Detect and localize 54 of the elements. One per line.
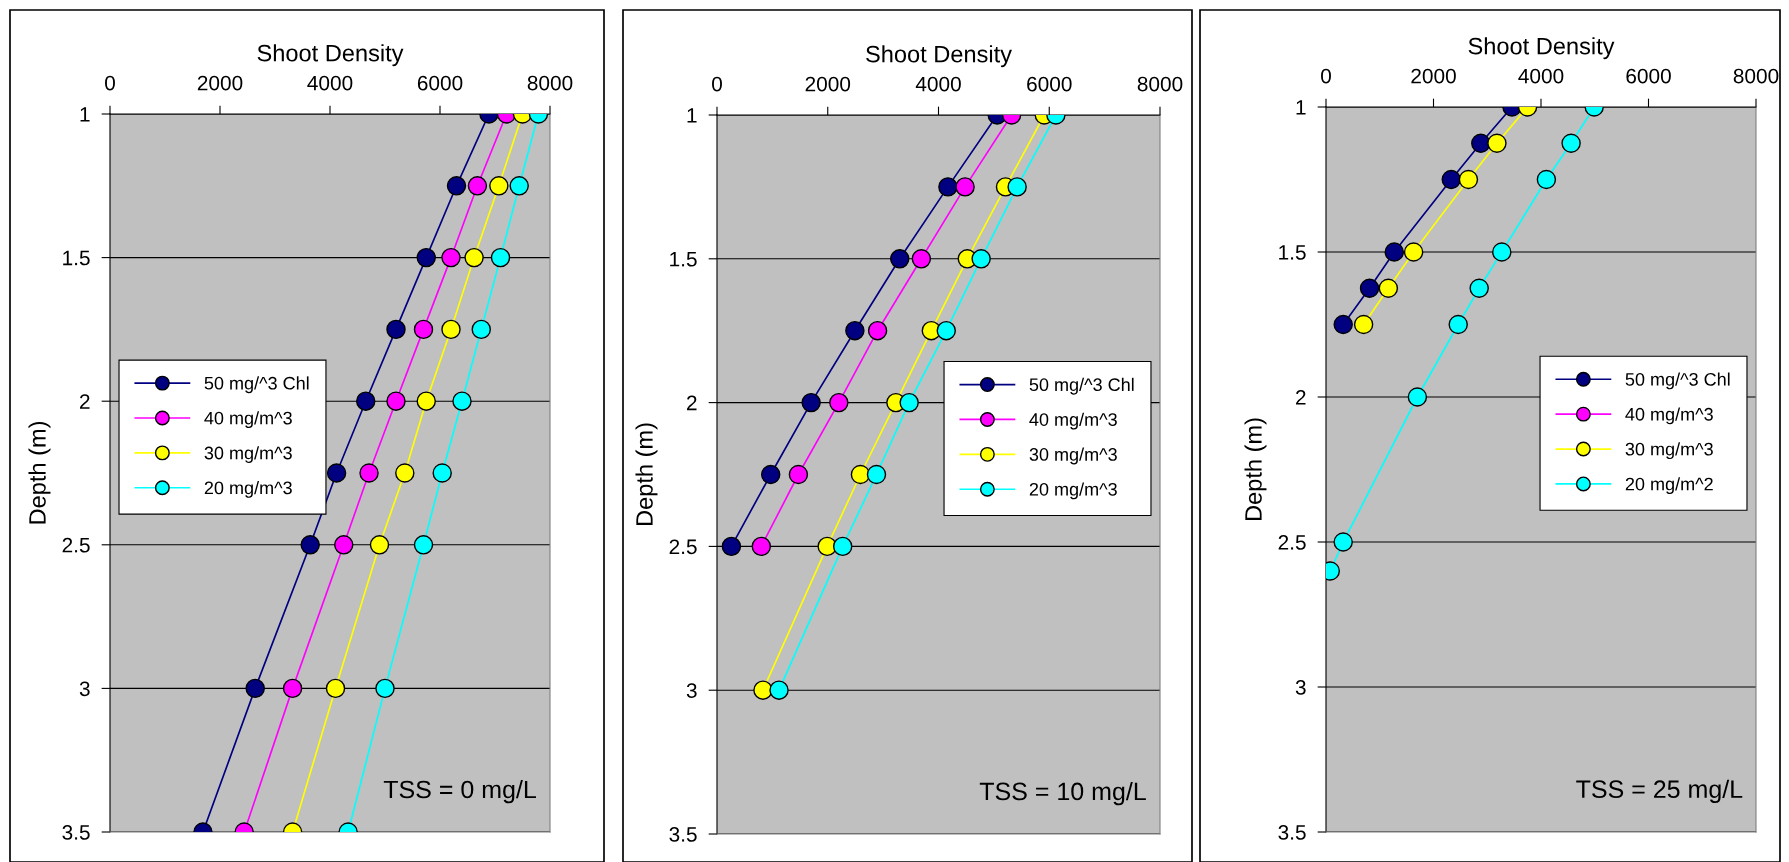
legend-label: 40 mg/m^3 [1625,407,1713,425]
x-tick-label: 6000 [1626,68,1671,84]
y-tick-label: 2.5 [1278,535,1306,550]
y-tick-label: 1 [687,108,697,123]
x-axis-title: Shoot Density [866,45,1012,68]
x-tick-label: 0 [712,76,722,92]
legend-label: 30 mg/m^3 [1029,447,1117,465]
legend-label: 20 mg/m^3 [204,481,292,498]
legend-label: 20 mg/m^2 [1625,477,1713,494]
x-tick-label: 6000 [1027,76,1072,92]
y-tick-label: 2.5 [62,537,90,553]
y-tick-label: 2 [1296,390,1306,405]
y-tick-label: 3 [79,681,90,697]
x-tick-label: 0 [105,75,115,91]
y-tick-label: 1.5 [670,252,697,267]
y-tick-label: 1.5 [63,250,90,266]
x-tick-label: 4000 [307,75,353,91]
y-tick-label: 2.5 [669,539,697,555]
annotation: TSS = 10 mg/L [979,781,1146,806]
x-tick-label: 6000 [417,75,463,91]
y-tick-label: 3.5 [62,825,90,840]
y-axis-title: Depth (m) [1244,418,1267,521]
y-tick-label: 1 [1296,100,1306,115]
annotation: TSS = 25 mg/L [1576,779,1743,803]
y-tick-label: 3.5 [669,827,697,842]
legend-label: 50 mg/^3 Chl [1029,377,1134,395]
x-tick-label: 4000 [915,76,961,92]
y-tick-label: 1 [80,107,90,122]
x-tick-label: 8000 [527,75,573,91]
y-tick-label: 2 [80,394,90,409]
legend-label: 40 mg/m^3 [204,411,292,429]
x-tick-label: 2000 [1411,68,1456,84]
legend-label: 30 mg/m^3 [204,446,292,463]
annotation: TSS = 0 mg/L [383,779,536,804]
legend-label: 30 mg/m^3 [1625,442,1713,460]
x-tick-label: 2000 [805,76,851,92]
x-tick-label: 8000 [1137,76,1183,92]
y-tick-label: 3.5 [1278,825,1306,840]
x-tick-label: 4000 [1518,68,1564,84]
y-axis-title: Depth (m) [28,421,51,524]
y-tick-label: 1.5 [1279,245,1306,260]
y-tick-label: 3 [686,683,697,698]
legend-label: 50 mg/^3 Chl [204,376,309,394]
x-axis-title: Shoot Density [1468,37,1615,60]
legend-label: 40 mg/m^3 [1029,412,1117,430]
y-axis-title: Depth (m) [635,423,658,526]
y-tick-label: 3 [1295,680,1306,695]
legend-label: 20 mg/m^3 [1029,482,1117,500]
legend-label: 50 mg/^3 Chl [1625,372,1730,390]
y-tick-label: 2 [687,395,697,411]
x-tick-label: 2000 [197,75,243,91]
x-tick-label: 8000 [1733,68,1779,84]
x-tick-label: 0 [1321,68,1331,84]
x-axis-title: Shoot Density [257,44,404,67]
